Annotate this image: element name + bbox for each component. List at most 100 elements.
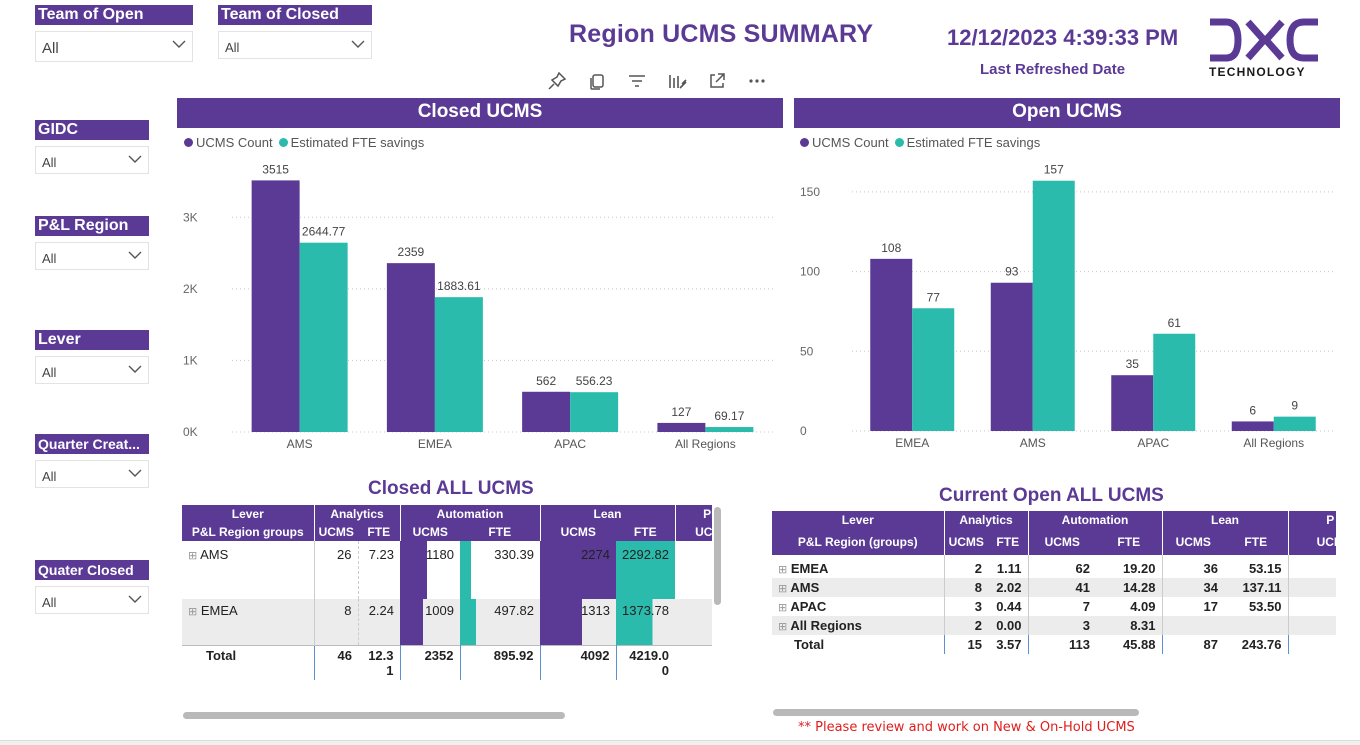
expand-icon[interactable]: ⊞ [778, 621, 788, 633]
bar-fte-savings[interactable] [1153, 333, 1196, 431]
table-row[interactable]: ⊞ AMS 8 2.02 41 14.28 34 137.11 [772, 578, 1336, 597]
bar-fte-savings[interactable] [1273, 416, 1316, 431]
row-label: ⊞ AMS [772, 578, 944, 597]
x-category-label: AMS [287, 437, 313, 451]
y-tick-label: 0 [800, 424, 807, 438]
slicer-lever[interactable]: Lever All [35, 330, 149, 384]
table-cell: 17 [1161, 597, 1224, 616]
bar-ucms-count[interactable] [1111, 375, 1154, 431]
legend-item-fte[interactable]: Estimated FTE savings [894, 135, 1040, 150]
bar-ucms-count[interactable] [1231, 421, 1274, 431]
data-label: 9 [1291, 399, 1298, 413]
matrix-row-header: P&L Region (groups) [772, 529, 944, 555]
legend-item-fte[interactable]: Estimated FTE savings [278, 135, 425, 150]
expand-icon[interactable]: ⊞ [778, 564, 788, 576]
table-cell: 8.31 [1130, 618, 1156, 633]
matrix-group-header[interactable]: Automation [399, 505, 540, 523]
bar-fte-savings[interactable] [299, 242, 348, 432]
closed-chart-legend: UCMS Count Estimated FTE savings [184, 135, 424, 150]
slicer-title: P&L Region [35, 216, 149, 236]
matrix-group-header[interactable]: Lean [539, 505, 675, 523]
slicer-dropdown[interactable]: All [35, 242, 149, 270]
bar-ucms-count[interactable] [990, 282, 1033, 431]
matrix-group-header[interactable]: Analytics [313, 505, 400, 523]
bar-fte-savings[interactable] [570, 392, 619, 432]
open-ucms-bar-chart[interactable]: 0 50 100 150 108 77 EMEA 93 157 AMS 35 61 APAC 6 9 All … [794, 160, 1340, 460]
matrix-sub-header: UCMS [399, 523, 460, 541]
table-cell: 2292.82 [616, 541, 675, 599]
open-matrix-horizontal-scrollbar[interactable] [773, 709, 1139, 716]
x-category-label: All Regions [1243, 436, 1304, 450]
data-label: 61 [1168, 316, 1182, 330]
matrix-group-header[interactable]: Automation [1027, 511, 1162, 529]
legend-item-ucms[interactable]: UCMS Count [800, 135, 889, 150]
bar-fte-savings[interactable] [912, 308, 955, 431]
slicer-title: GIDC [35, 120, 149, 140]
filter-icon[interactable] [626, 70, 648, 92]
expand-icon[interactable]: ⊞ [188, 550, 198, 562]
bar-ucms-count[interactable] [870, 258, 913, 431]
closed-matrix-horizontal-scrollbar[interactable] [183, 712, 565, 719]
table-cell: 14.28 [1122, 580, 1156, 595]
legend-label: Estimated FTE savings [290, 135, 425, 150]
copy-icon[interactable] [586, 70, 608, 92]
slicer-dropdown[interactable]: All [218, 31, 372, 59]
slicer-pl-region[interactable]: P&L Region All [35, 216, 149, 270]
matrix-group-header[interactable]: Pl [674, 505, 712, 523]
x-category-label: APAC [554, 437, 586, 451]
slicer-quarter-closed[interactable]: Quater Closed All [35, 560, 149, 614]
slicer-gidc[interactable]: GIDC All [35, 120, 149, 174]
bar-ucms-count[interactable] [251, 180, 300, 432]
table-cell: 34 [1161, 578, 1224, 597]
expand-icon[interactable] [706, 70, 728, 92]
table-cell: 45.88 [1122, 637, 1156, 652]
data-label: 556.23 [576, 374, 613, 388]
slicer-dropdown[interactable]: All [35, 586, 149, 614]
more-options-icon[interactable] [746, 70, 768, 92]
table-total-row: Total 15 3.57 113 45.88 87 243.76 [772, 635, 1336, 654]
bar-ucms-count[interactable] [386, 263, 435, 432]
data-label: 562 [536, 374, 556, 388]
legend-item-ucms[interactable]: UCMS Count [184, 135, 273, 150]
slicer-dropdown[interactable]: All [35, 31, 193, 62]
table-row[interactable]: ⊞ EMEA 2 1.11 62 19.20 36 53.15 [772, 555, 1336, 578]
table-cell: 4092 [539, 645, 616, 680]
table-cell: 2 [943, 616, 988, 635]
slicer-dropdown[interactable]: All [35, 146, 149, 174]
slicer-team-of-open[interactable]: Team of Open All [35, 5, 193, 62]
chevron-down-icon [128, 155, 142, 163]
matrix-sub-header: UCMS [313, 523, 358, 541]
table-row[interactable]: ⊞ EMEA 8 2.24 1009 497.82 1313 1373.78 2 [182, 599, 712, 645]
expand-icon[interactable]: ⊞ [188, 606, 198, 618]
slicer-dropdown[interactable]: All [35, 356, 149, 384]
bar-fte-savings[interactable] [705, 427, 754, 432]
closed-matrix-vertical-scrollbar[interactable] [714, 507, 721, 605]
bar-fte-savings[interactable] [1032, 180, 1075, 431]
open-chart-legend: UCMS Count Estimated FTE savings [800, 135, 1040, 150]
slicer-team-of-closed[interactable]: Team of Closed All [218, 5, 372, 59]
slicer-dropdown[interactable]: All [35, 460, 149, 488]
expand-icon[interactable]: ⊞ [778, 583, 788, 595]
matrix-sub-header: FTE [1224, 529, 1288, 555]
closed-ucms-bar-chart[interactable]: 0K 1K 2K 3K 3515 2644.77 AMS 2359 1883.61 EMEA 562… [177, 160, 777, 460]
expand-icon[interactable]: ⊞ [778, 602, 788, 614]
table-row[interactable]: ⊞ APAC 3 0.44 7 4.09 17 53.50 [772, 597, 1336, 616]
total-label: Total [794, 637, 825, 652]
data-label: 3515 [262, 162, 289, 176]
bar-ucms-count[interactable] [522, 391, 571, 432]
matrix-group-header[interactable]: Analytics [943, 511, 1028, 529]
matrix-group-header[interactable]: Lean [1161, 511, 1288, 529]
focus-mode-icon[interactable] [666, 70, 688, 92]
slicer-quarter-created[interactable]: Quarter Creat... All [35, 434, 149, 488]
bar-ucms-count[interactable] [657, 422, 706, 432]
matrix-sub-header: UCMS [539, 523, 616, 541]
pin-icon[interactable] [546, 70, 568, 92]
table-row[interactable]: ⊞ All Regions 2 0.00 3 8.31 [772, 616, 1336, 635]
table-cell: 87 [1161, 635, 1224, 654]
bar-fte-savings[interactable] [434, 297, 483, 432]
matrix-group-header[interactable]: P [1287, 511, 1336, 529]
table-cell: 4.09 [1130, 599, 1156, 614]
table-row[interactable]: ⊞ AMS 26 7.23 1180 330.39 2274 2292.82 3 [182, 541, 712, 599]
table-cell: 2 [675, 599, 712, 645]
matrix-sub-header: UCMS [943, 529, 988, 555]
